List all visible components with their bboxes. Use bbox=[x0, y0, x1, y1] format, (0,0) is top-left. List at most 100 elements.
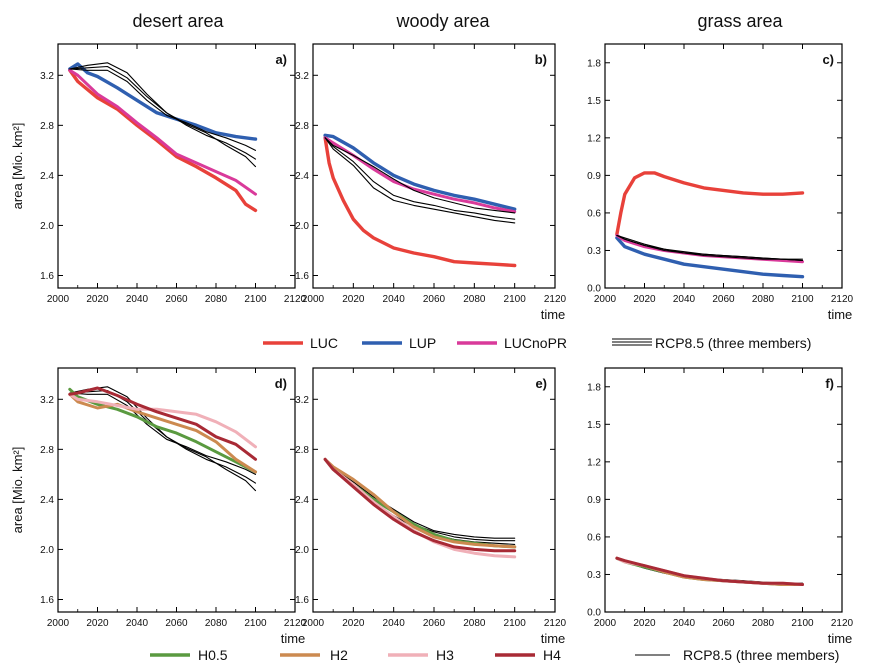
legend-label-lup: LUP bbox=[409, 335, 436, 351]
x-tick-label: 2060 bbox=[712, 618, 735, 629]
series-line-lup-1 bbox=[615, 236, 805, 279]
x-tick-label: 2080 bbox=[205, 294, 228, 305]
panel-label: b) bbox=[535, 52, 547, 67]
x-tick-label: 2100 bbox=[791, 294, 814, 305]
series-group bbox=[68, 386, 257, 492]
x-tick-label: 2080 bbox=[463, 294, 486, 305]
series-line-rcp8-5-three-members--1 bbox=[324, 458, 516, 545]
series-line-lucnopr-2 bbox=[615, 233, 804, 264]
x-tick-label: 2020 bbox=[86, 618, 109, 629]
series-line-rcp8-5-three-members--4 bbox=[324, 137, 516, 220]
series-line-luc-0 bbox=[323, 136, 517, 268]
panel-f: 2000 2020 2040 2060 2080 2100 2120 0.0 0.3 0.6 0.9… bbox=[587, 367, 854, 646]
legend-label-h2: H2 bbox=[330, 647, 348, 663]
panel-label: f) bbox=[825, 376, 834, 391]
panel-d: 2000 2020 2040 2060 2080 2100 2120 1.6 2.0 2.4 2.8… bbox=[10, 367, 307, 646]
x-tick-label: 2100 bbox=[791, 618, 814, 629]
y-tick-label: 2.8 bbox=[40, 121, 54, 132]
x-tick-label: 2120 bbox=[831, 618, 854, 629]
y-tick-label: 2.0 bbox=[295, 221, 309, 232]
x-tick-label: 2020 bbox=[86, 294, 109, 305]
series-line-h4-4 bbox=[615, 556, 804, 586]
y-tick-label: 0.9 bbox=[587, 495, 601, 506]
panel-label: e) bbox=[535, 376, 547, 391]
column-title-woody: woody area bbox=[395, 11, 490, 31]
x-tick-label: 2020 bbox=[342, 618, 365, 629]
series-line-rcp8-5-three-members--3 bbox=[69, 68, 257, 151]
series-line-lup-1 bbox=[323, 133, 517, 211]
column-title-grass: grass area bbox=[697, 11, 783, 31]
y-tick-label: 1.8 bbox=[587, 58, 601, 69]
y-tick-label: 2.0 bbox=[40, 221, 54, 232]
x-tick-label: 2000 bbox=[594, 618, 617, 629]
x-axis-label: time bbox=[281, 631, 306, 646]
legend-top: LUC LUP LUCnoPR RCP8.5 (three members) bbox=[263, 335, 811, 351]
y-tick-label: 3.2 bbox=[40, 71, 54, 82]
y-tick-label: 1.2 bbox=[587, 457, 601, 468]
series-group bbox=[615, 171, 805, 279]
x-tick-label: 2020 bbox=[342, 294, 365, 305]
y-tick-label: 1.5 bbox=[587, 420, 601, 431]
y-tick-label: 0.9 bbox=[587, 171, 601, 182]
x-axis-label: time bbox=[828, 631, 853, 646]
plot-frame bbox=[312, 367, 556, 613]
x-tick-label: 2000 bbox=[302, 294, 325, 305]
x-tick-label: 2120 bbox=[831, 294, 854, 305]
plot-frame bbox=[604, 367, 843, 613]
panel-b: 2000 2020 2040 2060 2080 2100 2120 1.6 2.0 2.4 2.8… bbox=[295, 43, 567, 322]
y-tick-label: 0.0 bbox=[587, 608, 601, 619]
y-tick-label: 1.2 bbox=[587, 133, 601, 144]
series-line-h4-6 bbox=[68, 386, 257, 461]
series-line-rcp8-5-three-members--5 bbox=[616, 234, 804, 262]
x-tick-label: 2040 bbox=[383, 618, 406, 629]
y-tick-label: 2.4 bbox=[295, 171, 309, 182]
panel-label: d) bbox=[275, 376, 287, 391]
x-tick-label: 2100 bbox=[504, 618, 527, 629]
legend-label-rcp-top: RCP8.5 (three members) bbox=[655, 335, 811, 351]
legend-swatch-rcp-top bbox=[612, 338, 652, 346]
series-line-rcp8-5-three-members--3 bbox=[324, 137, 516, 214]
x-tick-label: 2060 bbox=[423, 294, 446, 305]
x-tick-label: 2000 bbox=[47, 618, 70, 629]
x-tick-label: 2060 bbox=[423, 618, 446, 629]
y-tick-label: 1.5 bbox=[587, 96, 601, 107]
y-tick-label: 1.6 bbox=[40, 595, 54, 606]
series-line-lup-1 bbox=[68, 62, 258, 141]
x-tick-label: 2120 bbox=[284, 294, 307, 305]
y-tick-label: 2.4 bbox=[295, 495, 309, 506]
y-tick-label: 0.0 bbox=[587, 284, 601, 295]
x-tick-label: 2080 bbox=[752, 294, 775, 305]
x-tick-label: 2060 bbox=[712, 294, 735, 305]
x-tick-label: 2060 bbox=[165, 294, 188, 305]
series-line-lucnopr-2 bbox=[323, 136, 517, 214]
x-tick-label: 2100 bbox=[244, 618, 267, 629]
x-tick-label: 2080 bbox=[752, 618, 775, 629]
legend-bottom: H0.5 H2 H3 H4 RCP8.5 (three members) bbox=[150, 647, 839, 663]
plot-frame bbox=[57, 43, 296, 289]
series-line-rcp8-5-three-members--5 bbox=[69, 65, 257, 168]
y-tick-label: 0.6 bbox=[587, 208, 601, 219]
legend-label-lucnopr: LUCnoPR bbox=[504, 335, 567, 351]
plot-frame bbox=[57, 367, 296, 613]
series-group bbox=[323, 133, 517, 268]
panel-e: 2000 2020 2040 2060 2080 2100 2120 1.6 2.0 2.4 2.8… bbox=[295, 367, 567, 646]
x-tick-label: 2040 bbox=[673, 618, 696, 629]
column-title-desert: desert area bbox=[132, 11, 224, 31]
panel-label: c) bbox=[822, 52, 834, 67]
x-tick-label: 2100 bbox=[244, 294, 267, 305]
y-tick-label: 2.8 bbox=[40, 445, 54, 456]
y-tick-label: 3.2 bbox=[40, 395, 54, 406]
legend-label-luc: LUC bbox=[310, 335, 338, 351]
series-line-h2-4 bbox=[68, 392, 257, 474]
x-tick-label: 2120 bbox=[284, 618, 307, 629]
y-tick-label: 1.6 bbox=[295, 595, 309, 606]
y-axis-label: area [Mio. km²] bbox=[10, 123, 25, 210]
y-tick-label: 3.2 bbox=[295, 395, 309, 406]
series-line-rcp8-5-three-members--2 bbox=[324, 458, 516, 539]
y-tick-label: 3.2 bbox=[295, 71, 309, 82]
panel-label: a) bbox=[275, 52, 287, 67]
y-tick-label: 2.0 bbox=[295, 545, 309, 556]
x-tick-label: 2000 bbox=[302, 618, 325, 629]
series-line-rcp8-5-three-members--0 bbox=[69, 392, 257, 475]
